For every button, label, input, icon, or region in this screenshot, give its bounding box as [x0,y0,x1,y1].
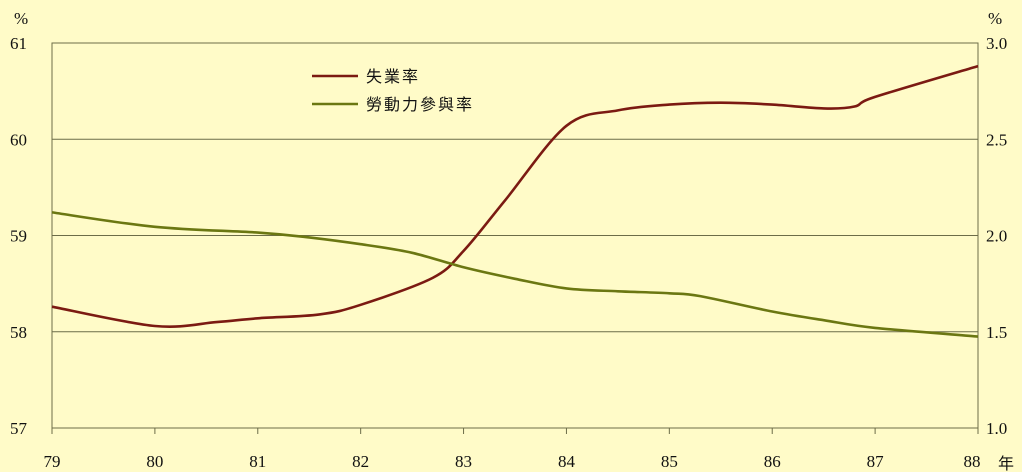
x-tick-label: 85 [661,452,678,471]
left-axis: % 57 58 59 60 61 [10,9,28,438]
x-tick-label: 81 [249,452,266,471]
right-tick-label: 2.0 [986,227,1007,246]
right-axis: % 1.0 1.5 2.0 2.5 3.0 [986,9,1007,438]
x-tick-label: 79 [44,452,61,471]
left-tick-label: 61 [10,34,27,53]
left-axis-unit: % [14,9,28,28]
x-axis: 年 79 80 81 82 83 84 85 86 87 88 [44,428,1016,472]
right-axis-unit: % [988,9,1002,28]
left-tick-label: 57 [10,419,28,438]
left-tick-label: 60 [10,130,27,149]
series-line-2 [51,211,979,338]
legend-label-1: 失業率 [366,67,420,86]
x-tick-label: 80 [146,452,163,471]
x-tick-label: 83 [455,452,472,471]
plot-border [51,42,979,429]
series-line-1 [51,64,979,328]
left-tick-label: 59 [10,227,27,246]
legend-label-2: 勞動力參與率 [366,95,474,114]
right-tick-label: 2.5 [986,130,1007,149]
x-tick-label: 87 [867,452,885,471]
x-tick-label: 86 [764,452,781,471]
x-tick-label: 82 [352,452,369,471]
series-lines [51,64,979,338]
plot-frame [51,42,979,429]
left-tick-label: 58 [10,323,27,342]
right-tick-label: 1.0 [986,419,1007,438]
x-axis-unit: 年 [998,454,1016,472]
grid-lines [52,42,978,429]
right-tick-label: 1.5 [986,323,1007,342]
x-tick-label: 84 [558,452,576,471]
right-tick-label: 3.0 [986,34,1007,53]
x-tick-label: 88 [964,452,981,471]
